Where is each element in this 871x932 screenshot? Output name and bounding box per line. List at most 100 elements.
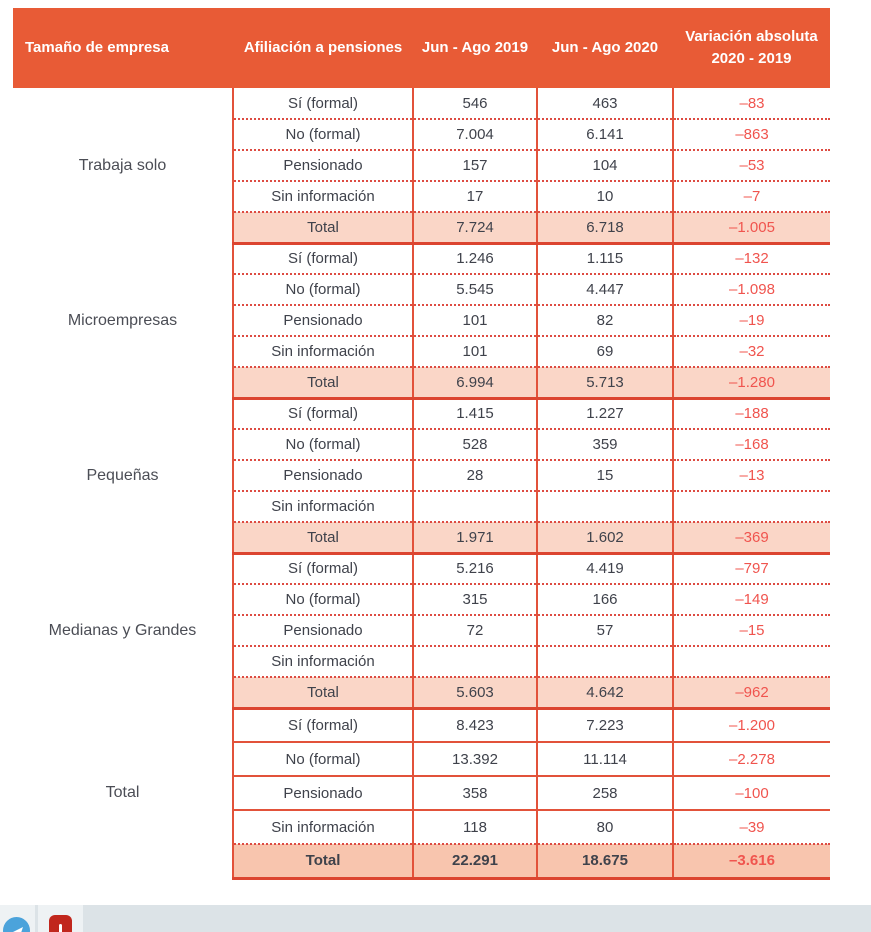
cell-2019	[412, 646, 537, 678]
cell-2019: 72	[412, 615, 537, 647]
cell-affiliation: Sí (formal)	[232, 553, 413, 585]
table-body: Trabaja solo Sí (formal) 546 463 –83 No (form…	[13, 88, 830, 880]
table-row: Pensionado 72 57 –15	[13, 615, 830, 647]
cell-2020: 359	[536, 429, 673, 461]
cell-2019: 7.004	[412, 119, 537, 151]
group-total-row: Total 7.724 6.718 –1.005	[13, 212, 830, 245]
cell-2020: 82	[536, 305, 673, 337]
cell-2019: 28	[412, 460, 537, 492]
cell-2019: 101	[412, 305, 537, 337]
table-row: Sin información	[13, 491, 830, 523]
cell-affiliation: Sin información	[232, 336, 413, 368]
cell-2019: 1.415	[412, 398, 537, 430]
cell-2019: 118	[412, 810, 537, 845]
group-label: Total	[13, 708, 233, 878]
cell-2019: 7.724	[412, 212, 537, 245]
cell-2019: 157	[412, 150, 537, 182]
cell-variation: –1.280	[672, 367, 830, 400]
table-row: Microempresas Sí (formal) 1.246 1.115 –132	[13, 243, 830, 398]
table-header: Tamaño de empresa Afiliación a pensiones…	[13, 8, 830, 88]
cell-2020: 5.713	[536, 367, 673, 400]
cell-2020: 11.114	[536, 742, 673, 777]
table-row: Pequeñas Sí (formal) 1.415 1.227 –188	[13, 398, 830, 553]
cell-variation	[672, 491, 830, 523]
cell-2019: 315	[412, 584, 537, 616]
cell-affiliation: Pensionado	[232, 776, 413, 811]
cell-variation: –962	[672, 677, 830, 710]
group-label: Trabaja solo	[13, 88, 233, 243]
cell-affiliation: No (formal)	[232, 274, 413, 306]
cell-variation: –149	[672, 584, 830, 616]
cell-2019: 528	[412, 429, 537, 461]
cell-affiliation: No (formal)	[232, 429, 413, 461]
table-row: No (formal) 528 359 –168	[13, 429, 830, 461]
cell-affiliation: Pensionado	[232, 305, 413, 337]
cell-variation: –53	[672, 150, 830, 182]
cell-2020: 258	[536, 776, 673, 811]
cell-variation: –132	[672, 243, 830, 275]
cell-variation: –100	[672, 776, 830, 811]
cell-affiliation: Total	[232, 212, 413, 245]
group-label: Microempresas	[13, 243, 233, 398]
cell-variation: –1.200	[672, 708, 830, 743]
table-row: Total Sí (formal) 8.423 7.223 –1.200	[13, 708, 830, 878]
table-row: No (formal) 5.545 4.447 –1.098	[13, 274, 830, 306]
column-header-pension-affiliation: Afiliación a pensiones	[233, 8, 413, 88]
table-row: Trabaja solo Sí (formal) 546 463 –83	[13, 88, 830, 243]
table-row: Pensionado 157 104 –53	[13, 150, 830, 182]
cell-variation: –2.278	[672, 742, 830, 777]
cell-variation: –1.005	[672, 212, 830, 245]
cell-2020: 104	[536, 150, 673, 182]
red-badge-icon	[49, 915, 72, 932]
cell-2020	[536, 491, 673, 523]
cell-2020: 10	[536, 181, 673, 213]
cell-2020: 6.141	[536, 119, 673, 151]
cell-2020: 1.602	[536, 522, 673, 555]
cell-variation	[672, 646, 830, 678]
cell-affiliation: No (formal)	[232, 584, 413, 616]
pension-affiliation-table: Tamaño de empresa Afiliación a pensiones…	[13, 8, 830, 880]
cell-affiliation: Sin información	[232, 181, 413, 213]
cell-variation: –188	[672, 398, 830, 430]
column-header-company-size: Tamaño de empresa	[13, 8, 233, 88]
table-row: Sin información 101 69 –32	[13, 336, 830, 368]
cell-affiliation: Pensionado	[232, 460, 413, 492]
cell-affiliation: Total	[232, 522, 413, 555]
cell-variation: –369	[672, 522, 830, 555]
cell-affiliation: Sin información	[232, 491, 413, 523]
cell-variation: –797	[672, 553, 830, 585]
cell-2020: 463	[536, 88, 673, 120]
column-header-jun-ago-2020: Jun - Ago 2020	[537, 8, 673, 88]
cell-2020: 4.447	[536, 274, 673, 306]
cell-variation: –19	[672, 305, 830, 337]
share-button-telegram[interactable]	[0, 905, 35, 932]
table-row: Pensionado 101 82 –19	[13, 305, 830, 337]
table-row: Sin información 17 10 –7	[13, 181, 830, 213]
share-button-red[interactable]	[38, 905, 83, 932]
table-row: Sin información	[13, 646, 830, 678]
cell-affiliation: Pensionado	[232, 615, 413, 647]
cell-variation: –7	[672, 181, 830, 213]
cell-affiliation: Sí (formal)	[232, 398, 413, 430]
table-row: Pensionado 28 15 –13	[13, 460, 830, 492]
cell-2019: 1.246	[412, 243, 537, 275]
cell-2020: 7.223	[536, 708, 673, 743]
cell-2019: 101	[412, 336, 537, 368]
cell-variation: –1.098	[672, 274, 830, 306]
social-share-bar	[0, 905, 871, 932]
cell-2019: 1.971	[412, 522, 537, 555]
table-row: No (formal) 315 166 –149	[13, 584, 830, 616]
cell-2020: 4.419	[536, 553, 673, 585]
cell-affiliation: Total	[232, 844, 413, 880]
cell-affiliation: No (formal)	[232, 119, 413, 151]
cell-2019	[412, 491, 537, 523]
telegram-icon	[3, 917, 30, 932]
group-total-row: Total 6.994 5.713 –1.280	[13, 367, 830, 400]
cell-2020: 18.675	[536, 844, 673, 880]
table-row: No (formal) 7.004 6.141 –863	[13, 119, 830, 151]
cell-2019: 358	[412, 776, 537, 811]
cell-variation: –3.616	[672, 844, 830, 880]
cell-2019: 8.423	[412, 708, 537, 743]
group-label: Pequeñas	[13, 398, 233, 553]
cell-2020: 166	[536, 584, 673, 616]
